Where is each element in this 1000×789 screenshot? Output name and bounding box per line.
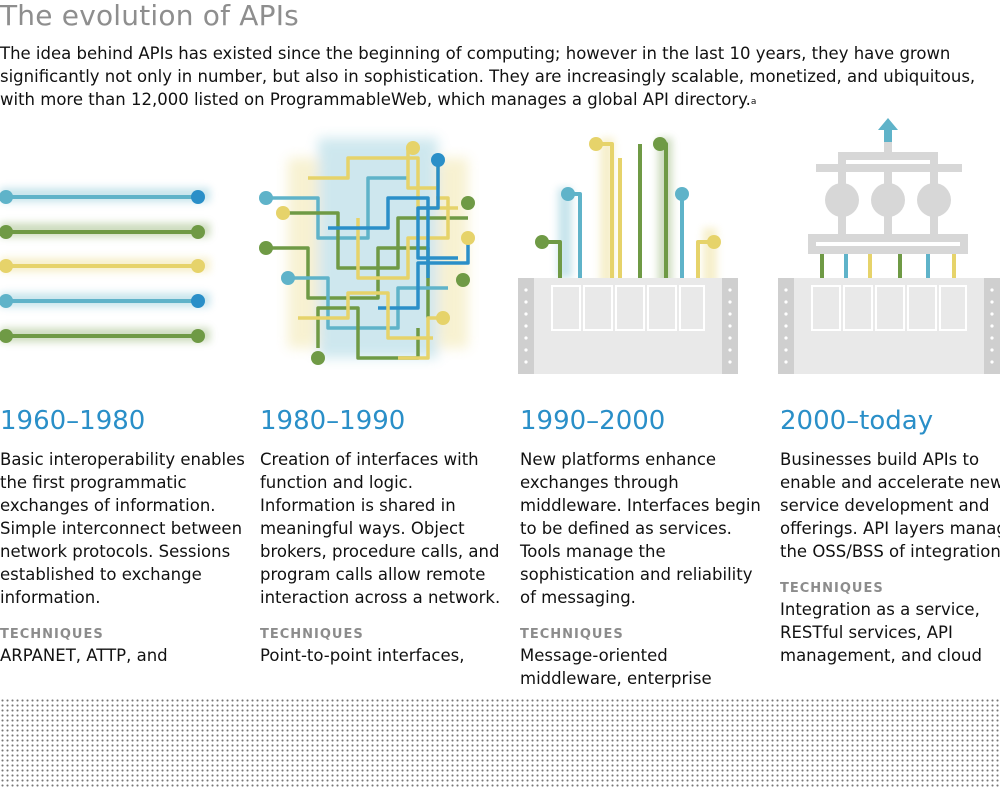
techniques-text: Message-oriented middleware, enterprise bbox=[520, 646, 712, 688]
parallel-lines-graphic bbox=[0, 188, 210, 343]
era-description: Businesses build APIs to enable and acce… bbox=[780, 450, 1000, 561]
illustration-1990-2000 bbox=[518, 118, 768, 388]
era-column-1960-1980: 1960–1980 Basic interoperability enables… bbox=[0, 404, 250, 667]
era-description: Creation of interfaces with function and… bbox=[260, 450, 501, 607]
era-year: 2000–today bbox=[780, 406, 934, 436]
techniques-text: Integration as a service, RESTful servic… bbox=[780, 600, 982, 665]
era-description: New platforms enhance exchanges through … bbox=[520, 450, 761, 607]
era-column-1990-2000: 1990–2000 New platforms enhance exchange… bbox=[520, 404, 770, 690]
era-description: Basic interoperability enables the first… bbox=[0, 450, 245, 607]
techniques-text: ARPANET, ATTP, and bbox=[0, 646, 168, 665]
era-year: 1990–2000 bbox=[520, 406, 666, 436]
era-year: 1980–1990 bbox=[260, 406, 406, 436]
illustration-2000-today bbox=[778, 118, 1000, 388]
era-column-2000-today: 2000–today Businesses build APIs to enab… bbox=[780, 404, 1000, 667]
intro-paragraph: The idea behind APIs has existed since t… bbox=[0, 42, 996, 111]
middleware-platform-graphic bbox=[518, 137, 738, 374]
techniques-heading: TECHNIQUES bbox=[520, 627, 624, 642]
era-year: 1960–1980 bbox=[0, 406, 146, 436]
illustration-1980-1990 bbox=[258, 118, 508, 388]
techniques-heading: TECHNIQUES bbox=[780, 581, 884, 596]
dotted-screen-overlay bbox=[0, 698, 1000, 789]
api-layer-graphic bbox=[778, 118, 1000, 374]
techniques-heading: TECHNIQUES bbox=[260, 627, 364, 642]
footnote-marker: a bbox=[750, 97, 757, 107]
intro-text: The idea behind APIs has existed since t… bbox=[0, 44, 976, 109]
techniques-text: Point-to-point interfaces, bbox=[260, 646, 465, 665]
techniques-heading: TECHNIQUES bbox=[0, 627, 104, 642]
tangled-circuit-graphic bbox=[259, 138, 475, 365]
illustration-1960-1980 bbox=[0, 118, 250, 388]
page-title: The evolution of APIs bbox=[0, 0, 299, 32]
era-column-1980-1990: 1980–1990 Creation of interfaces with fu… bbox=[260, 404, 510, 667]
up-arrow-icon bbox=[878, 118, 898, 142]
